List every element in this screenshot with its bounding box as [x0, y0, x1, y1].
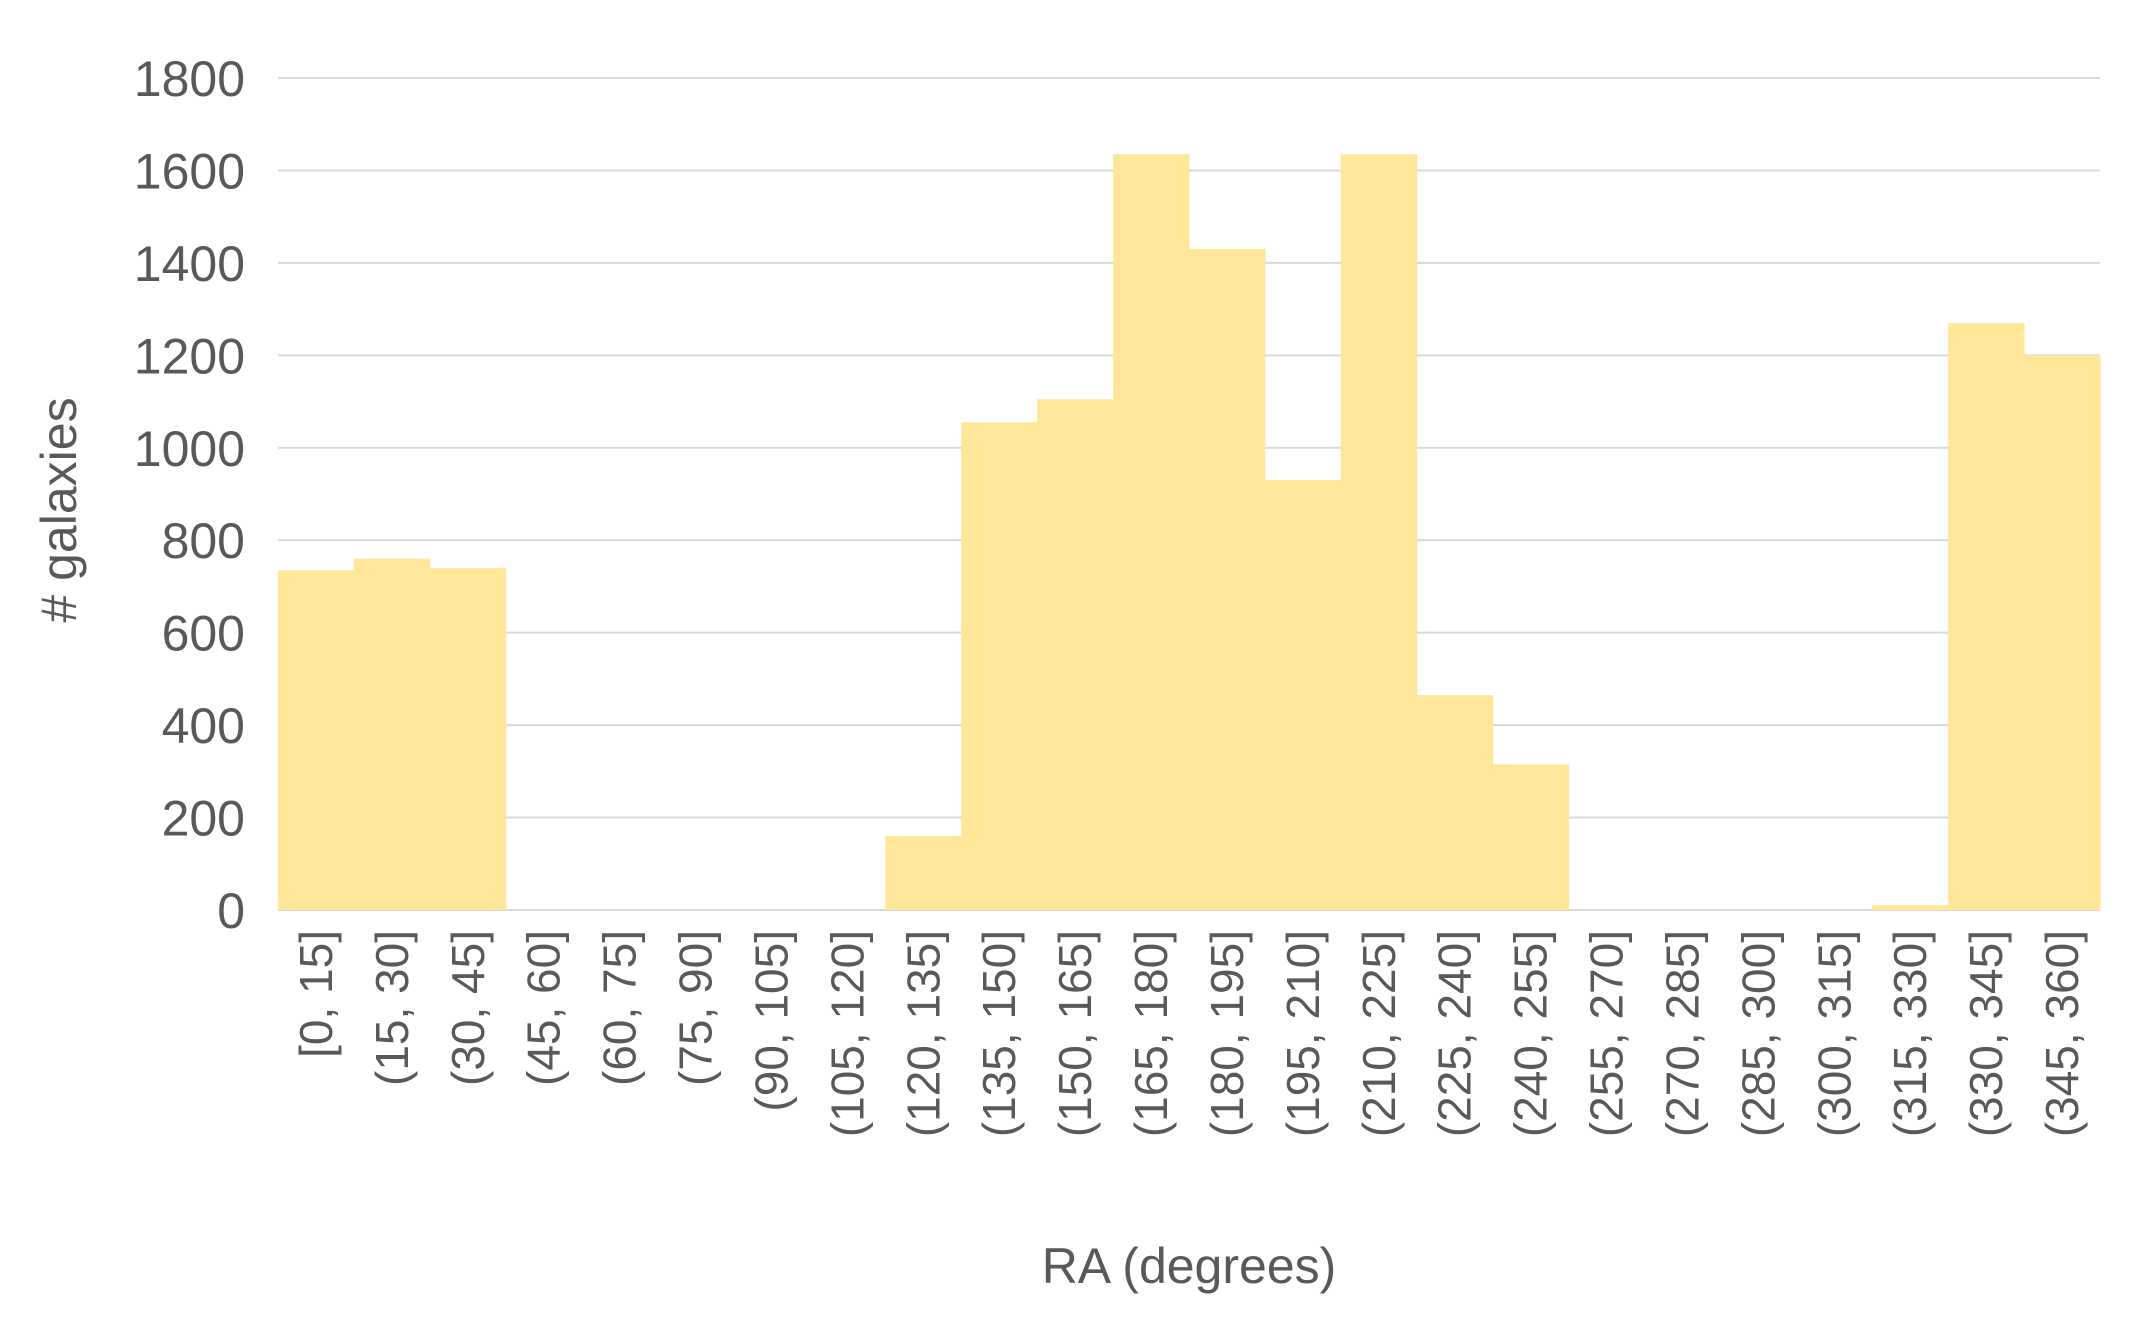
y-axis-title: # galaxies: [31, 397, 87, 622]
bar: [1113, 154, 1190, 910]
bar: [1340, 154, 1418, 910]
x-tick-label: (255, 270]: [1581, 930, 1633, 1137]
x-tick-label: (270, 285]: [1656, 930, 1708, 1137]
bar: [1189, 249, 1266, 910]
y-tick-label: 1200: [134, 328, 245, 384]
x-tick-label: (30, 45]: [442, 930, 494, 1086]
bar: [278, 570, 355, 910]
x-tick-label: (120, 135]: [897, 930, 949, 1137]
x-tick-label: (300, 315]: [1808, 930, 1860, 1137]
y-tick-label: 1800: [134, 51, 245, 107]
y-tick-label: 200: [162, 791, 245, 847]
x-tick-label: (285, 300]: [1732, 930, 1784, 1137]
y-tick-label: 1600: [134, 143, 245, 199]
x-tick-label: (75, 90]: [670, 930, 722, 1086]
bar: [429, 567, 507, 910]
bar: [2024, 355, 2101, 910]
x-tick-label: (60, 75]: [594, 930, 646, 1086]
x-tick-label: (165, 180]: [1125, 930, 1177, 1137]
bar: [1492, 764, 1570, 910]
x-axis-title: RA (degrees): [1042, 1238, 1337, 1294]
y-tick-label: 0: [217, 883, 245, 939]
x-tick-label: (105, 120]: [821, 930, 873, 1137]
x-tick-label: (225, 240]: [1429, 930, 1481, 1137]
y-tick-label: 400: [162, 698, 245, 754]
x-tick-label: (330, 345]: [1960, 930, 2012, 1137]
y-tick-label: 1400: [134, 236, 245, 292]
bar: [961, 422, 1038, 910]
bar: [1416, 695, 1494, 910]
x-tick-label: (45, 60]: [518, 930, 570, 1086]
bar: [1948, 322, 2025, 910]
x-tick-label: (180, 195]: [1201, 930, 1253, 1137]
bars: [278, 154, 2101, 910]
x-tick-label: (15, 30]: [366, 930, 418, 1086]
x-tick-label: (315, 330]: [1884, 930, 1936, 1137]
bar: [353, 558, 431, 910]
x-tick-label: [0, 15]: [290, 930, 342, 1058]
bar: [1872, 905, 1949, 910]
y-tick-label: 800: [162, 513, 245, 569]
x-tick-label: (210, 225]: [1353, 930, 1405, 1137]
x-tick-label: (135, 150]: [973, 930, 1025, 1137]
y-tick-label: 1000: [134, 421, 245, 477]
bar: [1264, 480, 1342, 910]
x-tick-labels: [0, 15] (15, 30] (30, 45] (45, 60] (60, 75] (…: [290, 930, 2088, 1137]
bar: [885, 836, 962, 910]
x-tick-label: (90, 105]: [745, 930, 797, 1112]
x-tick-label: (195, 210]: [1277, 930, 1329, 1137]
bar: [1037, 399, 1114, 910]
x-tick-label: (240, 255]: [1505, 930, 1557, 1137]
y-tick-labels: 0 200 400 600 800 1000 1200 1400 1600 1800: [134, 51, 245, 939]
x-tick-label: (345, 360]: [2036, 930, 2088, 1137]
y-tick-label: 600: [162, 606, 245, 662]
x-tick-label: (150, 165]: [1049, 930, 1101, 1137]
